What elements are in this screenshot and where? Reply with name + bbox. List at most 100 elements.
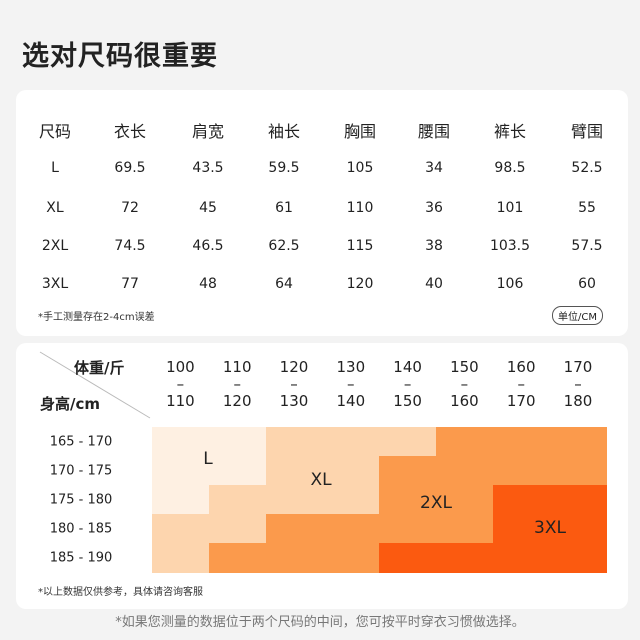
grid-cell [436, 543, 494, 573]
grid-cell [265, 543, 323, 573]
grid-cell [549, 427, 607, 457]
table-note: *手工测量存在2-4cm误差 [38, 312, 155, 323]
weight-to: 170 [506, 392, 536, 410]
table-cell: 45 [199, 200, 217, 216]
table-header: 袖长 [267, 122, 301, 141]
grid-cell [265, 456, 323, 486]
weight-separator: – [176, 375, 185, 393]
weight-separator: – [574, 375, 582, 393]
height-label: 身高/cm [40, 395, 101, 413]
table-cell: 101 [496, 200, 524, 216]
grid-cell [549, 514, 607, 544]
weight-separator: – [233, 375, 241, 393]
table-cell: 52.5 [571, 160, 603, 176]
grid-cell [492, 427, 551, 457]
table-cell: 40 [425, 276, 443, 292]
table-cell: 59.5 [268, 160, 300, 176]
footer-note: *如果您测量的数据位于两个尺码的中间，您可按平时穿衣习惯做选择。 [115, 615, 525, 630]
weight-separator: – [290, 375, 298, 393]
table-cell: 57.5 [571, 238, 603, 254]
table-cell: 72 [121, 200, 139, 216]
table-header: 胸围 [343, 122, 377, 141]
height-range: 165 - 170 [49, 434, 113, 449]
unit-badge: 单位/CM [552, 306, 603, 325]
table-cell: 62.5 [268, 238, 300, 254]
weight-to: 180 [563, 392, 593, 410]
table-cell: 110 [346, 200, 374, 216]
table-cell: 105 [346, 160, 374, 176]
table-header: 臂围 [570, 122, 604, 141]
table-cell: 64 [275, 276, 293, 292]
size-table-card [16, 90, 628, 336]
table-cell: 74.5 [114, 238, 146, 254]
weight-separator: – [460, 375, 469, 393]
weight-separator: – [517, 375, 525, 393]
table-cell: 120 [346, 276, 374, 292]
grid-cell [379, 485, 437, 515]
grid-cell [436, 485, 494, 515]
weight-separator: – [403, 375, 412, 393]
height-range: 185 - 190 [49, 550, 113, 565]
size-label: 3XL [534, 518, 566, 538]
grid-cell [379, 514, 437, 544]
table-cell: 43.5 [192, 160, 224, 176]
height-range: 170 - 175 [49, 463, 113, 478]
table-cell: XL [46, 200, 64, 216]
weight-to: 160 [450, 392, 479, 410]
table-cell: 55 [578, 200, 596, 216]
table-cell: 34 [425, 160, 443, 176]
size-label: L [203, 449, 213, 469]
weight-from: 130 [336, 358, 366, 376]
grid-cell [208, 456, 267, 486]
grid-cell [492, 543, 551, 573]
table-header: 裤长 [493, 122, 527, 141]
size-label: XL [310, 470, 332, 490]
grid-cell [208, 485, 267, 515]
table-cell: 2XL [41, 238, 69, 254]
table-cell: 60 [578, 276, 596, 292]
grid-cell [265, 514, 323, 544]
weight-from: 160 [506, 358, 536, 376]
table-header: 腰围 [417, 122, 451, 141]
table-cell: 61 [275, 200, 293, 216]
weight-from: 110 [222, 358, 252, 376]
weight-to: 130 [279, 392, 309, 410]
table-header: 肩宽 [191, 122, 225, 141]
weight-from: 170 [563, 358, 593, 376]
table-header: 尺码 [38, 122, 72, 141]
weight-to: 110 [166, 392, 195, 410]
weight-to: 120 [222, 392, 252, 410]
table-cell: 38 [425, 238, 443, 254]
grid-cell [208, 543, 267, 573]
table-cell: 69.5 [114, 160, 146, 176]
grid-cell [379, 427, 437, 457]
table-cell: 115 [346, 238, 374, 254]
table-cell: 77 [121, 276, 139, 292]
grid-cell [152, 456, 210, 486]
grid-cell [265, 427, 323, 457]
grid-cell [152, 514, 210, 544]
grid-cell [152, 427, 210, 457]
table-cell: 36 [425, 200, 443, 216]
weight-to: 140 [336, 392, 366, 410]
table-cell: 98.5 [494, 160, 526, 176]
weight-to: 150 [393, 392, 422, 410]
grid-cell [492, 485, 551, 515]
grid-cell [492, 514, 551, 544]
weight-from: 120 [279, 358, 309, 376]
grid-cell [152, 543, 210, 573]
weight-from: 100 [166, 358, 195, 376]
table-header: 衣长 [113, 122, 147, 141]
grid-cell [322, 427, 380, 457]
grid-cell [322, 543, 380, 573]
grid-cell [208, 514, 267, 544]
grid-cell [492, 456, 551, 486]
height-range: 175 - 180 [49, 492, 113, 507]
title: 选对尺码很重要 [22, 41, 218, 72]
grid-note: *以上数据仅供参考，具体请咨询客服 [38, 587, 203, 598]
weight-label: 体重/斤 [74, 359, 125, 377]
grid-cell [436, 456, 494, 486]
grid-cell [322, 456, 380, 486]
